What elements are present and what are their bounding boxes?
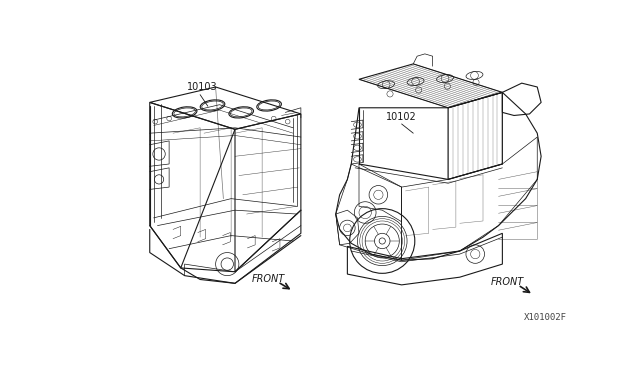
Text: 10103: 10103	[187, 82, 218, 92]
Text: 10102: 10102	[386, 112, 417, 122]
Text: X101002F: X101002F	[524, 313, 566, 322]
Text: FRONT: FRONT	[252, 275, 285, 285]
Text: FRONT: FRONT	[491, 277, 524, 287]
